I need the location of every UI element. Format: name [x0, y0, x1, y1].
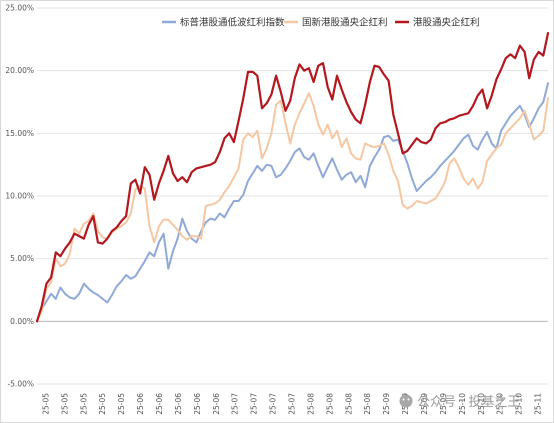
series-line-3	[35, 31, 550, 323]
y-axis: -5.00% 0.00% 5.00% 10.00% 15.00% 20.00% 25.00%	[5, 4, 34, 389]
y-tick-label: 10.00%	[5, 192, 34, 201]
x-tick-label: 25-10	[496, 393, 505, 415]
legend-label: 国新港股通央企红利	[302, 17, 388, 29]
watermark: 公众号 · 投基之王	[399, 394, 520, 410]
x-tick-label: 25-10	[458, 393, 467, 415]
wechat-icon-eye-left	[402, 398, 405, 401]
y-tick-label: 15.00%	[5, 129, 34, 138]
x-tick-label: 25-09	[439, 393, 448, 415]
y-tick-label: 25.00%	[5, 4, 34, 13]
watermark-text: 公众号 · 投基之王	[417, 394, 520, 410]
x-tick-label: 25-08	[363, 393, 372, 415]
legend-label: 标普港股通低波红利指数	[180, 17, 285, 29]
wechat-icon-eye-right	[407, 398, 410, 401]
legend-label: 港股通央企红利	[413, 17, 480, 29]
legend: 标普港股通低波红利指数 国新港股通央企红利 港股通央企红利	[162, 17, 480, 29]
x-tick-label: 25-05	[117, 393, 126, 415]
x-tick-label: 25-06	[193, 393, 202, 415]
x-tick-label: 25-10	[477, 393, 486, 415]
x-tick-label: 25-07	[288, 393, 297, 415]
x-tick-label: 25-06	[155, 393, 164, 415]
x-tick-label: 25-09	[420, 393, 429, 415]
x-tick-label: 25-05	[79, 393, 88, 415]
series-line-1	[36, 82, 549, 323]
y-tick-label: -5.00%	[7, 380, 34, 389]
x-tick-label: 25-08	[344, 393, 353, 415]
x-tick-label: 25-07	[231, 393, 240, 415]
x-tick-label: 25-10	[515, 393, 524, 415]
x-axis: 25-05 25-05 25-05 25-05 25-05 25-06 25-06 25-06…	[37, 320, 548, 415]
y-tick-label: 20.00%	[5, 66, 34, 75]
wechat-icon	[399, 394, 413, 408]
x-tick-label: 25-08	[306, 393, 315, 415]
x-tick-label: 25-08	[325, 393, 334, 415]
y-tick-label: 0.00%	[10, 317, 34, 326]
x-tick-label: 25-09	[382, 393, 391, 415]
x-tick-label: 25-07	[250, 393, 259, 415]
x-tick-label: 25-07	[269, 393, 278, 415]
x-tick-label: 25-05	[41, 393, 50, 415]
x-tick-label: 25-06	[136, 393, 145, 415]
series-lines	[35, 31, 550, 323]
series-line-2	[36, 92, 549, 323]
x-tick-label: 25-05	[60, 393, 69, 415]
y-tick-label: 5.00%	[10, 254, 34, 263]
x-tick-label: 25-11	[534, 393, 543, 415]
x-tick-label: 25-06	[174, 393, 183, 415]
x-tick-label: 25-05	[98, 393, 107, 415]
x-tick-label: 25-06	[212, 393, 221, 415]
